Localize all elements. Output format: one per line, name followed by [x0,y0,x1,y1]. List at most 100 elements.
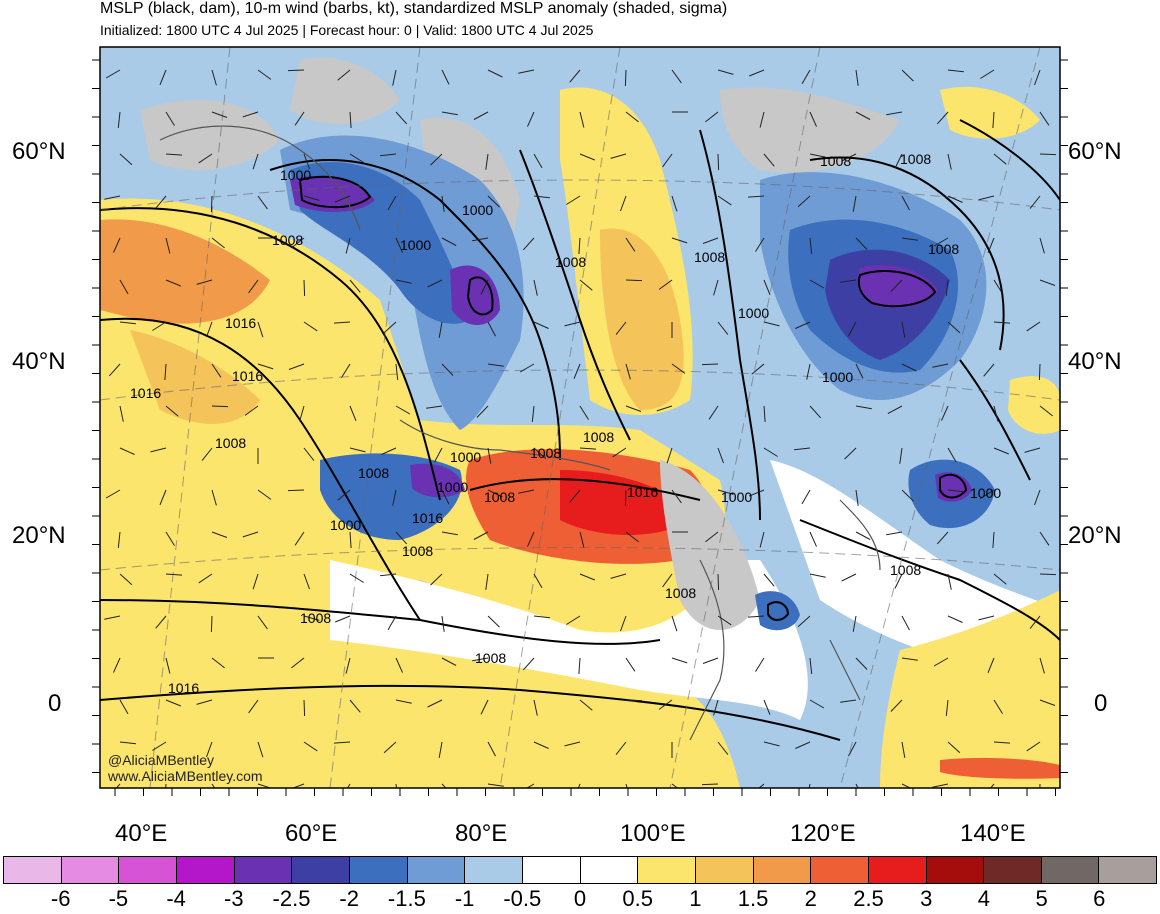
wind-barb [165,111,175,126]
wind-barb [658,699,673,710]
colorbar-swatch [465,857,523,883]
wind-barb [257,489,272,500]
wind-barb [349,447,366,453]
isobar [699,129,761,521]
graticule-meridian [669,47,821,788]
wind-barb [1026,321,1041,332]
wind-barb [759,111,765,128]
anomaly-region [330,560,808,720]
anomaly-region [560,470,690,535]
anomaly-region [940,757,1060,779]
wind-barb [1039,111,1050,126]
wind-barb [795,321,811,329]
graticule-parallel [100,369,1060,401]
wind-barb [257,69,272,80]
wind-barb [1029,615,1041,629]
wind-barb [472,237,489,242]
wind-barb [579,447,597,450]
isobar-label: 1008 [530,445,561,461]
wind-barb [947,573,952,590]
isobar-label: 1008 [928,241,959,257]
wind-barb [119,321,136,325]
wind-barb [257,195,268,210]
wind-barb [150,447,167,453]
colorbar-swatch [811,857,869,883]
wind-barb [287,69,305,72]
wind-barb [671,69,682,84]
wind-barb [947,195,963,203]
colorbar-label: 1 [689,886,702,911]
wind-barb [522,237,535,251]
wind-barb [758,783,765,788]
colorbar-label: 2.5 [853,886,884,911]
wind-barb [947,741,961,754]
colorbar-label: -5 [108,886,129,911]
wind-barb [441,531,458,536]
wind-barb [248,279,259,294]
wind-barb [152,741,167,751]
wind-barb [989,783,995,788]
wind-barb [105,69,121,79]
map-title: MSLP (black, dam), 10-m wind (barbs, kt)… [100,0,728,17]
isobar [298,175,372,209]
wind-barb [303,447,315,461]
wind-barb [159,69,167,85]
colorbar-swatch [4,857,62,883]
wind-barb [717,489,734,495]
wind-barb [901,69,914,82]
wind-barb [705,111,719,123]
wind-barb [809,405,822,419]
lon-label: 40°E [115,820,168,847]
wind-barb [211,405,229,408]
wind-barb [248,699,259,714]
wind-barb [566,195,581,205]
wind-barb [809,237,813,254]
wind-barb [165,657,171,674]
wind-barb [801,489,811,505]
isobar [466,276,494,316]
wind-barb [708,405,719,420]
wind-barb [303,195,320,201]
wind-barb [242,111,259,118]
wind-barb [427,279,443,288]
isobar [857,270,937,308]
colorbar-label: 0.5 [622,886,653,911]
isobar-label: 1000 [970,485,1001,501]
wind-barb [119,741,136,745]
wind-barb [671,195,678,212]
wind-barb [755,237,765,252]
wind-barb [441,69,450,85]
wind-barb [749,489,765,497]
wind-barb [713,279,719,296]
wind-barb [809,531,817,547]
wind-barb [987,657,995,673]
wind-barb [855,405,872,410]
wind-barb [747,195,765,198]
wind-barb [487,321,496,337]
isobar-label: 1016 [627,484,658,500]
wind-barb [886,531,903,536]
wind-barb [349,531,352,549]
anomaly-region [858,265,938,309]
isobar-label: 1000 [462,202,493,218]
wind-barb [441,237,457,246]
wind-barb [890,279,903,292]
colorbar [3,856,1157,884]
wind-barb [844,447,857,460]
lat-label-right: 20°N [1068,522,1122,549]
wind-barb [531,405,535,422]
wind-barb [165,153,183,156]
wind-barb [749,69,765,77]
wind-barb [387,195,397,211]
wind-barb [579,153,595,161]
lon-label: 80°E [455,820,508,847]
wind-barb [105,489,121,499]
wind-barb [441,195,445,212]
wind-barb [395,363,399,380]
wind-barb [441,363,454,376]
wind-barb [119,573,133,586]
wind-barb [119,279,129,295]
wind-barb [579,531,585,548]
wind-barb [210,195,213,213]
wind-barb [945,699,949,716]
